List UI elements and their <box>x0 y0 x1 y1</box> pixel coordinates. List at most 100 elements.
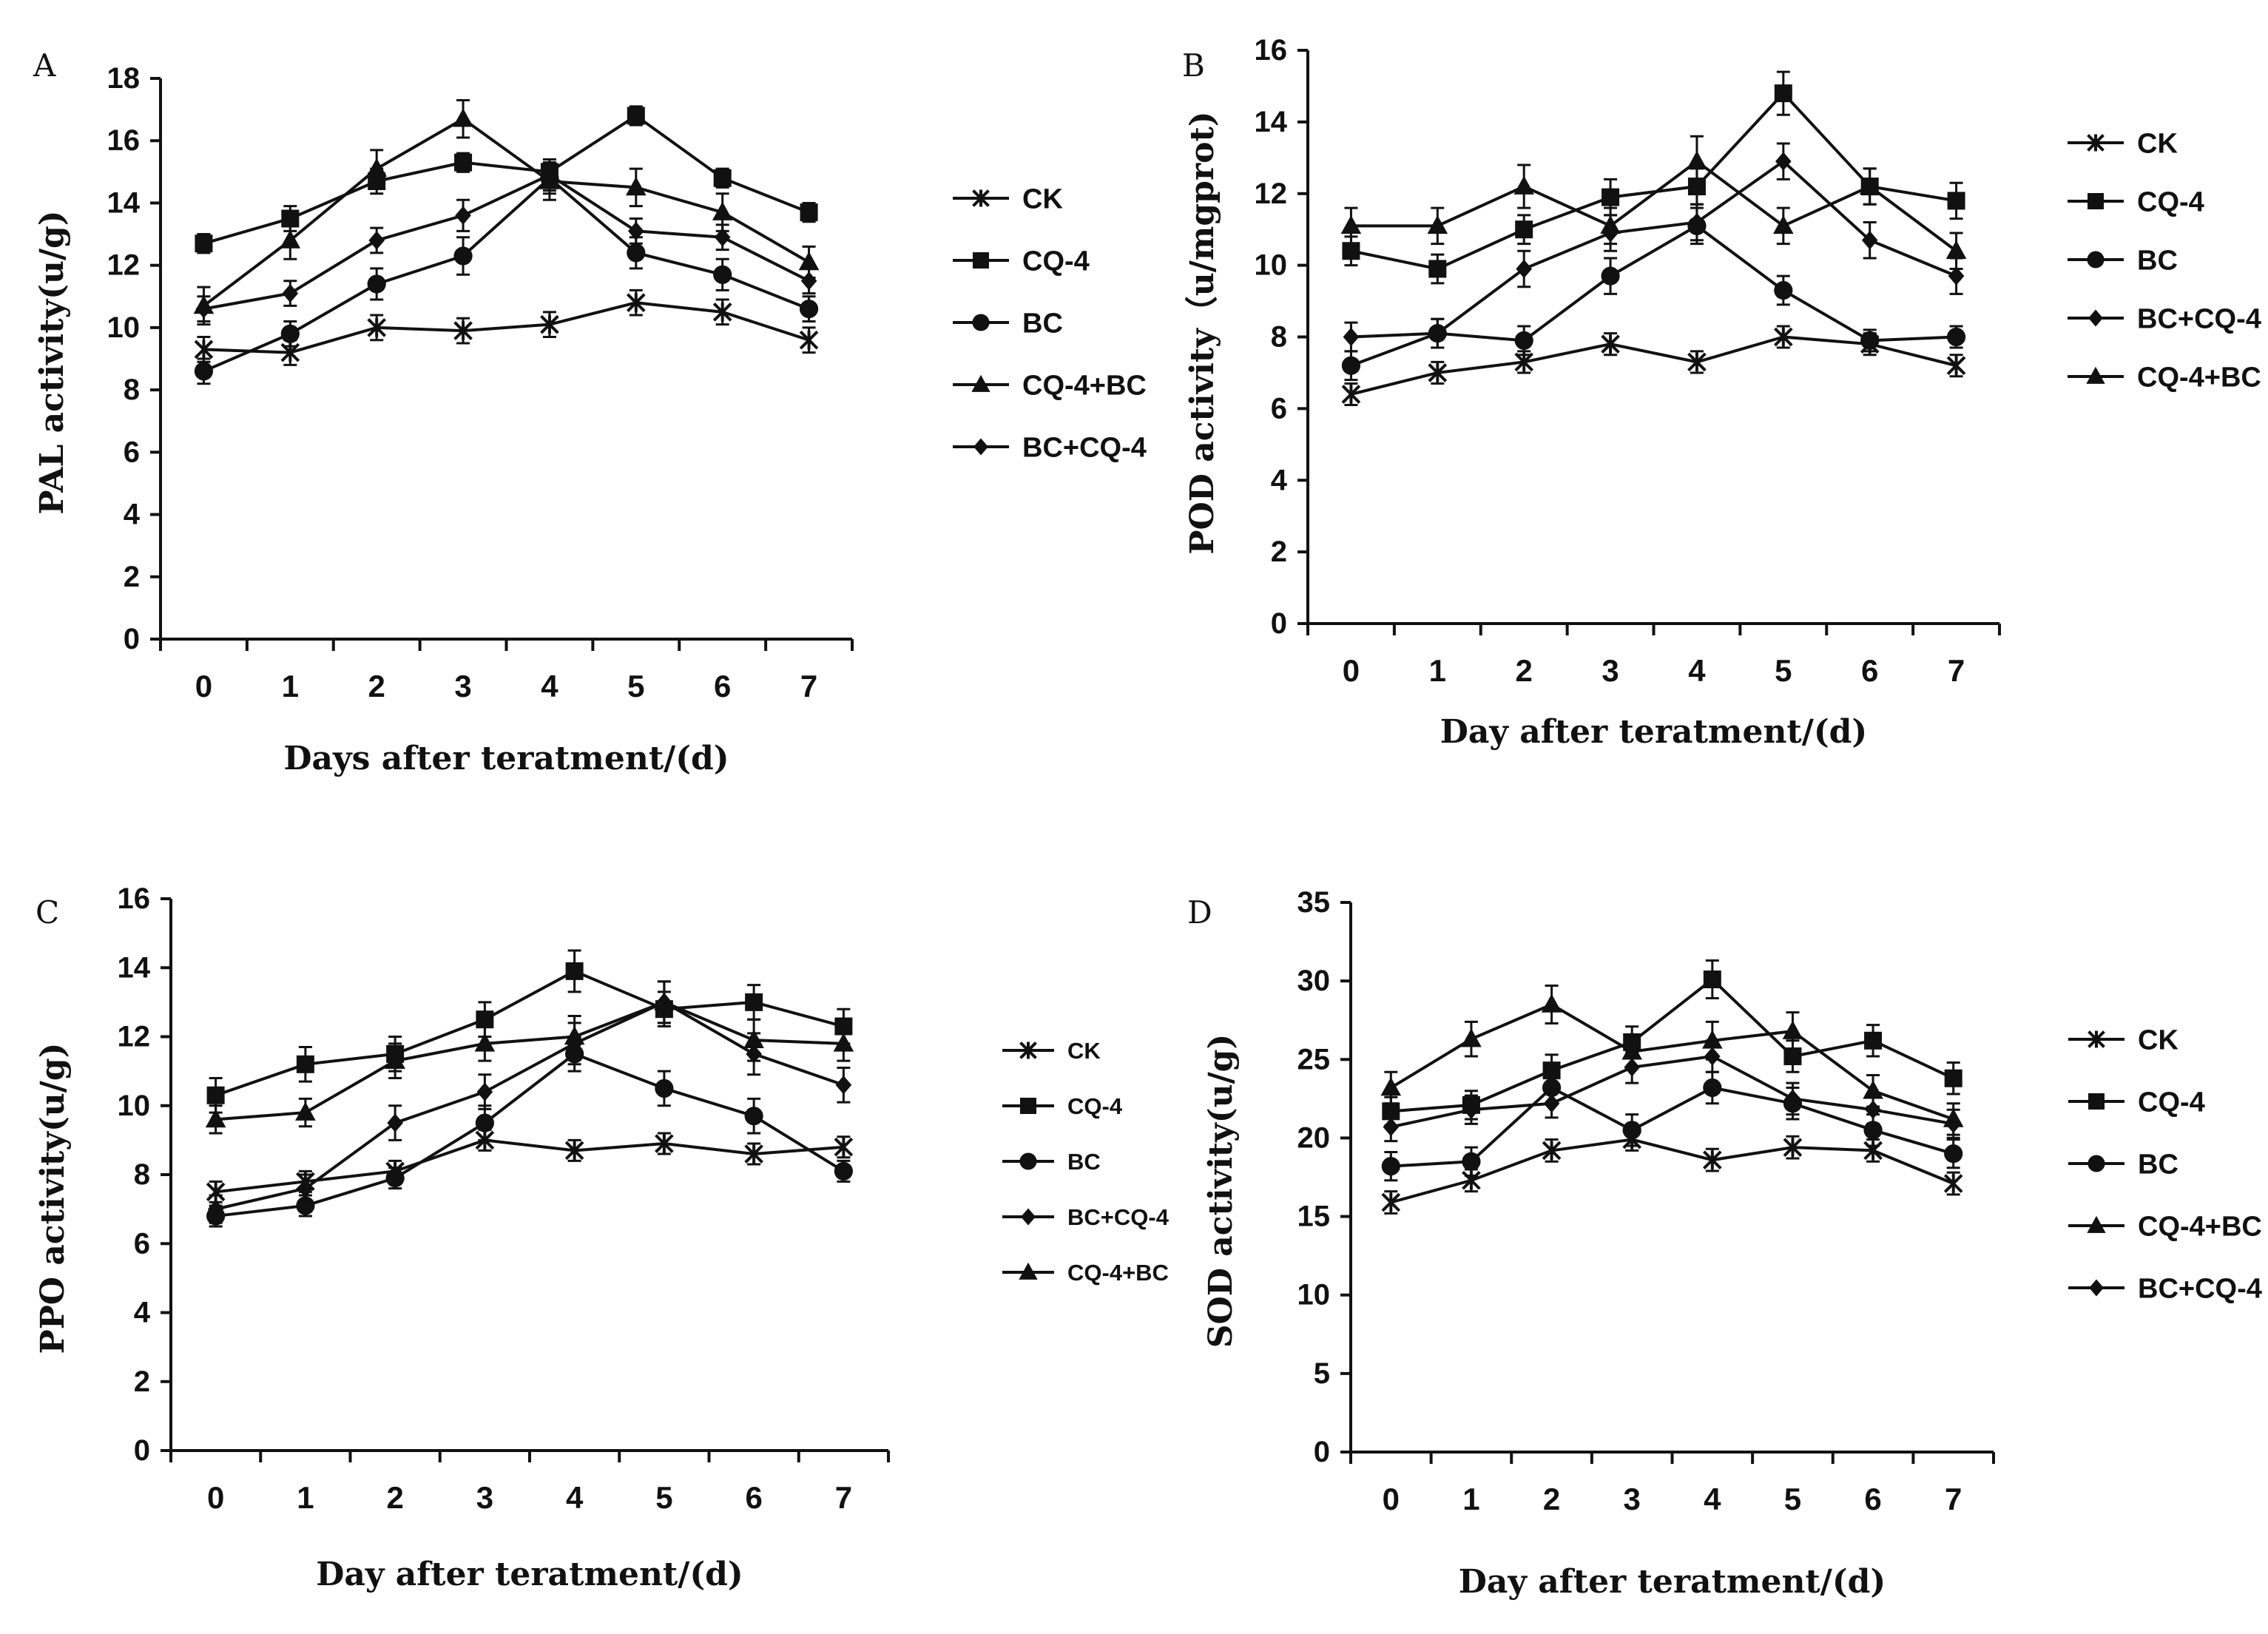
data-point <box>296 1196 315 1215</box>
data-point <box>1946 356 1966 376</box>
data-point <box>476 1082 493 1101</box>
data-point <box>1343 327 1360 347</box>
x-tick-label: 2 <box>1516 653 1533 688</box>
legend-item: CK <box>953 184 1063 215</box>
legend: CK CQ-4 BC CQ-4+BC BC+CQ-4 <box>953 184 1147 464</box>
x-tick-label: 1 <box>297 1480 314 1515</box>
y-tick-label: 16 <box>118 882 151 915</box>
data-point <box>1428 363 1448 382</box>
data-point <box>297 1179 314 1198</box>
y-tick-label: 30 <box>1297 965 1331 997</box>
data-point <box>1860 331 1880 350</box>
series-line <box>215 1052 845 1218</box>
data-point <box>455 206 471 225</box>
legend-marker <box>2088 193 2104 209</box>
data-point <box>1775 152 1792 171</box>
legend-item: BC <box>1002 1149 1101 1175</box>
y-tick-label: 0 <box>134 1434 150 1467</box>
x-axis-label: Day after teratment/(d) <box>1440 713 1867 751</box>
x-tick-label: 2 <box>386 1480 403 1515</box>
x-tick-label: 4 <box>566 1480 584 1515</box>
data-point <box>712 303 732 322</box>
legend-label: CQ-4 <box>2138 1087 2205 1118</box>
data-point <box>453 321 473 340</box>
legend-label: BC <box>2138 1149 2178 1181</box>
y-tick-label: 6 <box>124 436 140 468</box>
legend-label: CK <box>2138 1025 2178 1056</box>
series-line <box>1391 1086 1954 1168</box>
y-tick-label: 2 <box>124 561 140 593</box>
data-point <box>654 991 675 1010</box>
y-tick-label: 35 <box>1297 886 1331 919</box>
series-line <box>1390 1002 1954 1121</box>
x-tick-label: 0 <box>195 669 212 703</box>
legend-marker <box>1019 1152 1037 1170</box>
legend-item: BC+CQ-4 <box>953 433 1147 464</box>
data-point <box>540 314 559 334</box>
data-point <box>1863 1121 1883 1140</box>
y-tick-label: 16 <box>107 124 141 157</box>
legend-marker <box>2088 1093 2105 1110</box>
x-tick-label: 0 <box>207 1480 224 1515</box>
data-point <box>1782 1020 1803 1039</box>
y-tick-label: 14 <box>1255 106 1288 138</box>
y-tick-label: 12 <box>107 249 141 282</box>
data-point <box>1600 215 1621 234</box>
x-tick-label: 5 <box>655 1480 672 1515</box>
x-tick-label: 3 <box>454 669 471 703</box>
data-point <box>1863 1080 1883 1099</box>
y-tick-label: 10 <box>1297 1279 1331 1311</box>
legend-marker <box>973 252 989 269</box>
legend-marker <box>2088 309 2103 327</box>
data-point <box>1944 1144 1963 1164</box>
data-point <box>1943 1174 1963 1193</box>
data-point <box>1516 259 1532 279</box>
y-tick-label: 5 <box>1314 1357 1330 1390</box>
y-tick-label: 16 <box>1255 34 1288 67</box>
data-point <box>367 274 386 294</box>
legend-marker <box>1020 1098 1036 1114</box>
data-point <box>1428 260 1447 278</box>
series-BC <box>1381 1070 1963 1182</box>
x-tick-label: 7 <box>835 1480 852 1515</box>
data-point <box>799 300 819 319</box>
data-point <box>1703 970 1721 989</box>
y-tick-label: 4 <box>134 1297 151 1329</box>
series-line <box>203 301 810 354</box>
x-tick-label: 3 <box>1602 653 1619 688</box>
data-point <box>367 318 387 337</box>
series-line <box>1350 335 1957 396</box>
data-point <box>1622 1121 1641 1140</box>
x-tick-label: 1 <box>1429 653 1446 688</box>
legend-marker <box>1019 1262 1038 1280</box>
series-line <box>215 1000 845 1211</box>
data-point <box>1602 188 1620 206</box>
data-point <box>1542 1078 1562 1098</box>
legend-item: CQ-4 <box>1002 1093 1123 1119</box>
y-axis-label: POD activity（u/mgprot) <box>1184 111 1221 554</box>
legend-marker <box>1019 1041 1037 1059</box>
data-point <box>1542 1141 1562 1161</box>
series-BC+CQ-4 <box>195 158 817 323</box>
x-tick-label: 1 <box>282 669 299 703</box>
data-point <box>1864 1031 1883 1050</box>
y-tick-label: 2 <box>134 1365 150 1398</box>
legend-marker <box>2089 1279 2104 1297</box>
data-point <box>1381 1157 1400 1176</box>
data-point <box>195 234 213 253</box>
legend: CK CQ-4 BC CQ-4+BC BC+CQ-4 <box>2068 1025 2262 1305</box>
legend-marker <box>972 314 990 331</box>
data-point <box>194 362 214 381</box>
data-point <box>1381 1192 1401 1212</box>
data-point <box>1774 84 1792 103</box>
series-line <box>1391 977 1954 1113</box>
legend-label: BC+CQ-4 <box>1067 1204 1170 1230</box>
data-point <box>366 158 387 177</box>
x-axis-label: Day after teratment/(d) <box>1459 1563 1886 1601</box>
legend-label: CQ-4 <box>2137 187 2204 218</box>
data-point <box>280 324 300 343</box>
y-tick-label: 2 <box>1271 536 1287 568</box>
data-point <box>627 243 646 263</box>
legend: CK CQ-4 BC BC+CQ-4 CQ-4+BC <box>1002 1038 1170 1286</box>
